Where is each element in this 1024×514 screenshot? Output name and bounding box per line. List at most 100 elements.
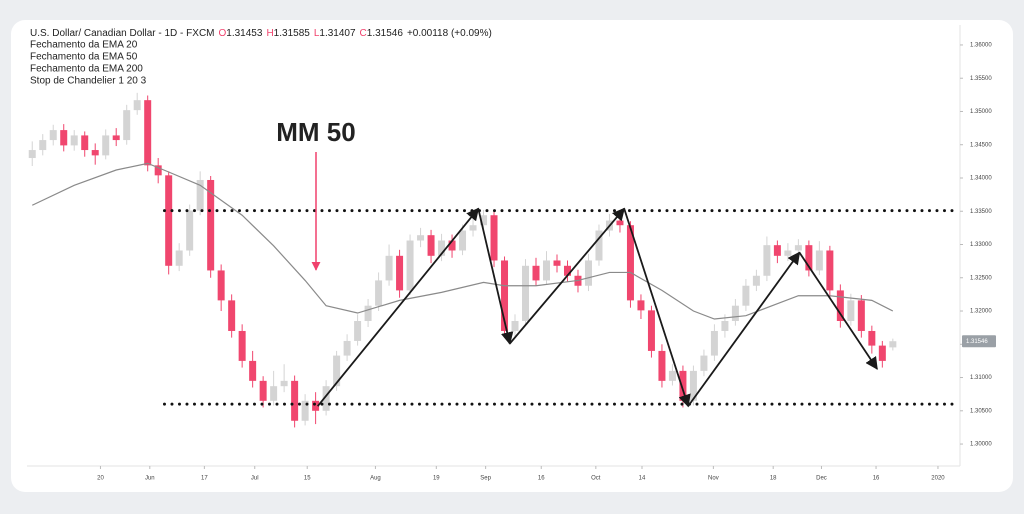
candle-body — [542, 260, 550, 281]
candle-body — [396, 255, 404, 291]
x-tick-label: 15 — [304, 476, 311, 482]
candle-body — [459, 230, 467, 251]
y-tick-label: 1.34000 — [970, 176, 992, 182]
x-tick-label: Sep — [480, 476, 491, 482]
candle-body — [689, 370, 697, 401]
ohlc-label: C — [360, 28, 367, 39]
trend-arrow — [687, 251, 801, 407]
ohlc-label: H — [266, 28, 273, 39]
y-tick-label: 1.34500 — [970, 142, 992, 148]
candle-body — [889, 341, 897, 348]
candle-body — [312, 400, 320, 411]
card — [11, 20, 1013, 492]
candle-body — [584, 260, 592, 286]
y-tick-label: 1.30000 — [970, 442, 992, 448]
y-tick-label: 1.32500 — [970, 275, 992, 281]
candle-body — [427, 235, 435, 256]
candle-body — [39, 140, 47, 151]
x-tick-label: 16 — [873, 476, 880, 482]
candle-body — [322, 386, 330, 411]
candle-body — [333, 355, 341, 387]
x-tick-label: Aug — [370, 476, 381, 482]
candle-body — [343, 340, 351, 356]
y-tick-label: 1.35500 — [970, 76, 992, 82]
candle-body — [165, 175, 173, 266]
candle-body — [270, 386, 278, 401]
header: U.S. Dollar/ Canadian Dollar - 1D - FXCM… — [30, 28, 492, 39]
candle-body — [175, 250, 183, 266]
candle-body — [637, 300, 645, 311]
candle-body — [742, 285, 750, 306]
candle-body — [511, 320, 519, 331]
candle-body — [280, 380, 288, 387]
ma-line — [31, 162, 894, 320]
y-tick-label: 1.30500 — [970, 408, 992, 414]
candle-body — [480, 215, 488, 226]
candle-body — [91, 150, 99, 156]
x-tick-label: 17 — [201, 476, 208, 482]
ohlc-value: 1.31546 — [367, 28, 404, 39]
candle-body — [826, 250, 834, 291]
candle-body — [112, 135, 120, 141]
candle-body — [196, 179, 204, 211]
candle-body — [595, 230, 603, 261]
candle-body — [186, 210, 194, 251]
candle-body — [28, 150, 36, 159]
candle-body — [532, 265, 540, 281]
candle-body — [847, 300, 855, 321]
indicator: Fechamento da EMA 20 — [30, 40, 138, 51]
candle-body — [700, 355, 708, 371]
title: U.S. Dollar/ Canadian Dollar - 1D - FXCM — [30, 28, 215, 39]
indicator: Fechamento da EMA 50 — [30, 52, 138, 63]
candle-body — [878, 345, 886, 361]
candle-body — [626, 225, 634, 301]
candle-body — [522, 265, 530, 321]
candle-body — [228, 300, 236, 331]
trend-arrow — [798, 251, 878, 370]
candle-body — [490, 215, 498, 261]
ohlc-label: O — [219, 28, 227, 39]
x-tick-label: 2020 — [931, 476, 945, 482]
trend-arrow — [623, 208, 691, 408]
candle-body — [553, 260, 561, 266]
y-tick-label: 1.32000 — [970, 309, 992, 315]
y-tick-label: 1.31000 — [970, 375, 992, 381]
candle-body — [385, 255, 393, 281]
ohlc-value: 1.31453 — [226, 28, 263, 39]
candle-body — [259, 380, 267, 401]
x-tick-label: Jun — [145, 476, 155, 482]
candle-body — [784, 250, 792, 256]
candle-body — [123, 110, 131, 141]
candle-body — [238, 330, 246, 361]
price-tag-label: 1.31546 — [966, 339, 988, 345]
change: +0.00118 (+0.09%) — [407, 28, 492, 39]
indicator: Fechamento da EMA 200 — [30, 64, 143, 75]
x-tick-label: 16 — [538, 476, 545, 482]
candle-body — [805, 245, 813, 271]
candle-body — [752, 275, 760, 286]
candle-body — [417, 235, 425, 241]
annotation: MM 50 — [276, 117, 355, 147]
candle-body — [668, 370, 676, 381]
candle-body — [836, 290, 844, 321]
price-tag — [962, 335, 996, 348]
candle-body — [81, 135, 89, 151]
y-tick-label: 1.33500 — [970, 209, 992, 215]
candle-body — [133, 100, 141, 111]
candle-body — [616, 220, 624, 226]
x-tick-label: Nov — [708, 476, 719, 482]
x-tick-label: Jul — [251, 476, 259, 482]
indicator: Stop de Chandelier 1 20 3 — [30, 76, 147, 87]
candle-body — [857, 300, 865, 331]
y-tick-label: 1.33000 — [970, 242, 992, 248]
ohlc-value: 1.31407 — [319, 28, 356, 39]
candle-body — [406, 240, 414, 291]
x-tick-label: Oct — [591, 476, 601, 482]
trend-arrow — [317, 207, 480, 407]
candle-body — [773, 245, 781, 256]
ohlc-label: L — [314, 28, 320, 39]
candle-body — [144, 100, 152, 166]
y-tick-label: 1.35000 — [970, 109, 992, 115]
